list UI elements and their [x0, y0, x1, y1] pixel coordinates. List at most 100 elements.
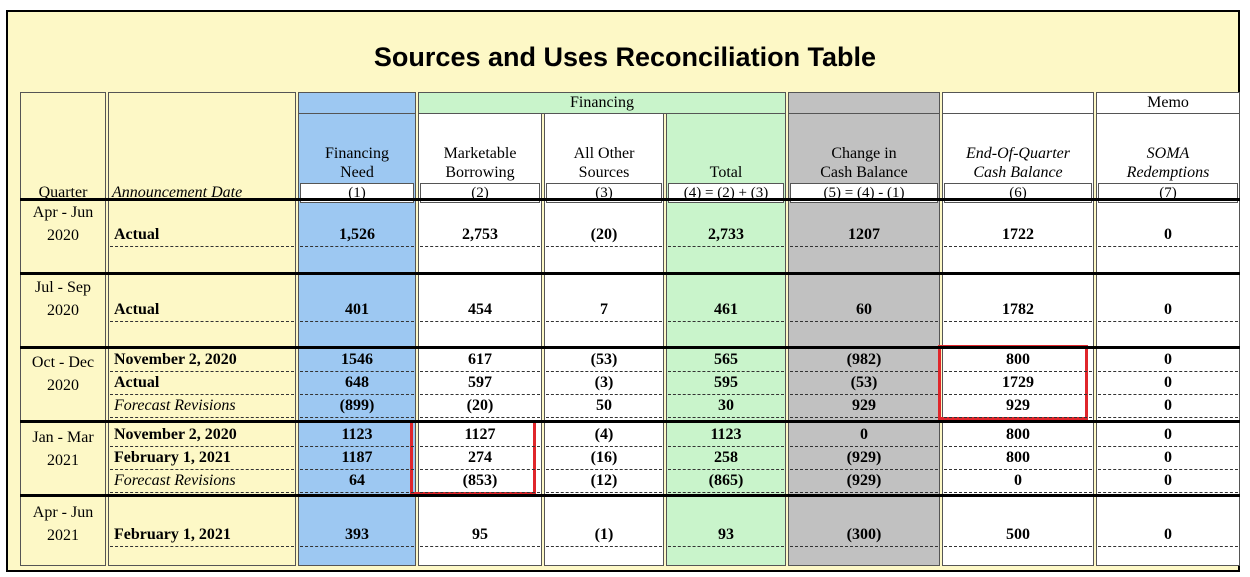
- table-cell: 1729: [944, 372, 1092, 395]
- quarter-label: Apr - Jun 2020: [20, 201, 106, 247]
- quarter-year: 2021: [47, 527, 79, 544]
- table-cell: 50: [546, 395, 662, 418]
- column-end-of-quarter: [942, 92, 1094, 566]
- table-cell: 95: [420, 524, 540, 547]
- row-label: November 2, 2020: [110, 349, 294, 372]
- header-quarter: Quarter: [38, 184, 88, 201]
- table-cell: 0: [790, 424, 938, 447]
- column-change-cash: [788, 92, 940, 566]
- table-frame: Sources and Uses Reconciliation Table Fi…: [6, 10, 1240, 572]
- table-cell: 1,526: [300, 224, 414, 247]
- table-cell: 2,733: [668, 224, 784, 247]
- table-cell: (300): [790, 524, 938, 547]
- table-cell: 461: [668, 299, 784, 322]
- table-cell: 929: [944, 395, 1092, 418]
- change-band: [788, 92, 940, 114]
- table-cell: 0: [1098, 349, 1238, 372]
- table-cell: (20): [546, 224, 662, 247]
- table-cell: (853): [420, 470, 540, 493]
- quarter-label: Apr - Jun 2021: [20, 501, 106, 547]
- table-cell: 64: [300, 470, 414, 493]
- quarter-year: 2021: [47, 452, 79, 469]
- quarter-period: Jul - Sep: [35, 279, 91, 296]
- header-end-of-quarter: End-Of-Quarter Cash Balance: [966, 145, 1070, 181]
- quarter-year: 2020: [47, 227, 79, 244]
- table-cell: (929): [790, 470, 938, 493]
- column-announcement-date: [108, 92, 296, 566]
- quarter-period: Apr - Jun: [32, 504, 94, 521]
- group-separator: [20, 272, 1240, 275]
- table-cell: (12): [546, 470, 662, 493]
- table-cell: (53): [546, 349, 662, 372]
- table-cell: 800: [944, 424, 1092, 447]
- table-cell: 0: [1098, 299, 1238, 322]
- quarter-label: Jul - Sep 2020: [20, 276, 106, 322]
- table-cell: (929): [790, 447, 938, 470]
- table-cell: (865): [668, 470, 784, 493]
- table-cell: 1207: [790, 224, 938, 247]
- table-cell: 800: [944, 447, 1092, 470]
- quarter-period: Oct - Dec: [31, 354, 95, 371]
- row-label: Actual: [110, 299, 294, 322]
- table-cell: (982): [790, 349, 938, 372]
- table-cell: 1782: [944, 299, 1092, 322]
- table-cell: 2,753: [420, 224, 540, 247]
- eoq-band: [942, 92, 1094, 114]
- table-cell: (16): [546, 447, 662, 470]
- table-cell: (1): [546, 524, 662, 547]
- group-separator: [20, 198, 1240, 201]
- table-cell: 274: [420, 447, 540, 470]
- row-label: Forecast Revisions: [110, 470, 294, 493]
- table-cell: 7: [546, 299, 662, 322]
- table-cell: 93: [668, 524, 784, 547]
- header-announcement-date: Announcement Date: [112, 184, 243, 201]
- table-cell: 0: [1098, 372, 1238, 395]
- quarter-period: Jan - Mar: [32, 429, 94, 446]
- table-cell: 0: [1098, 224, 1238, 247]
- row-label: February 1, 2021: [110, 524, 294, 547]
- table-cell: 0: [944, 470, 1092, 493]
- table-cell: 0: [1098, 447, 1238, 470]
- financing-band: Financing: [418, 92, 786, 114]
- table-cell: 0: [1098, 424, 1238, 447]
- quarter-year: 2020: [47, 302, 79, 319]
- quarter-label: Oct - Dec 2020: [20, 351, 106, 397]
- table-cell: 1127: [420, 424, 540, 447]
- table-cell: 648: [300, 372, 414, 395]
- column-marketable-borrowing: [418, 92, 542, 566]
- header-financing-need: Financing Need: [325, 145, 389, 181]
- table-cell: 1546: [300, 349, 414, 372]
- table-cell: 454: [420, 299, 540, 322]
- group-separator: [20, 346, 1240, 349]
- table-cell: 1123: [668, 424, 784, 447]
- table-cell: 60: [790, 299, 938, 322]
- table-cell: (53): [790, 372, 938, 395]
- table-cell: 1187: [300, 447, 414, 470]
- table-cell: 617: [420, 349, 540, 372]
- row-label: Actual: [110, 224, 294, 247]
- table-cell: 30: [668, 395, 784, 418]
- table-cell: 500: [944, 524, 1092, 547]
- column-total: [666, 92, 786, 566]
- table-cell: 800: [944, 349, 1092, 372]
- table-cell: 258: [668, 447, 784, 470]
- row-label: November 2, 2020: [110, 424, 294, 447]
- table-cell: 0: [1098, 470, 1238, 493]
- table-cell: 565: [668, 349, 784, 372]
- table-cell: 393: [300, 524, 414, 547]
- table-cell: (3): [546, 372, 662, 395]
- table-cell: 597: [420, 372, 540, 395]
- row-label: Actual: [110, 372, 294, 395]
- header-all-other-sources: All Other Sources: [573, 145, 635, 181]
- group-separator: [20, 420, 1240, 423]
- financing-need-band: [298, 92, 416, 114]
- table-cell: 0: [1098, 395, 1238, 418]
- table-cell: (899): [300, 395, 414, 418]
- header-marketable-borrowing: Marketable Borrowing: [443, 145, 517, 181]
- quarter-label: Jan - Mar 2021: [20, 426, 106, 472]
- column-financing-need: [298, 92, 416, 566]
- table-title: Sources and Uses Reconciliation Table: [373, 42, 877, 72]
- table-cell: 929: [790, 395, 938, 418]
- table-cell: (20): [420, 395, 540, 418]
- quarter-period: Apr - Jun: [32, 204, 94, 221]
